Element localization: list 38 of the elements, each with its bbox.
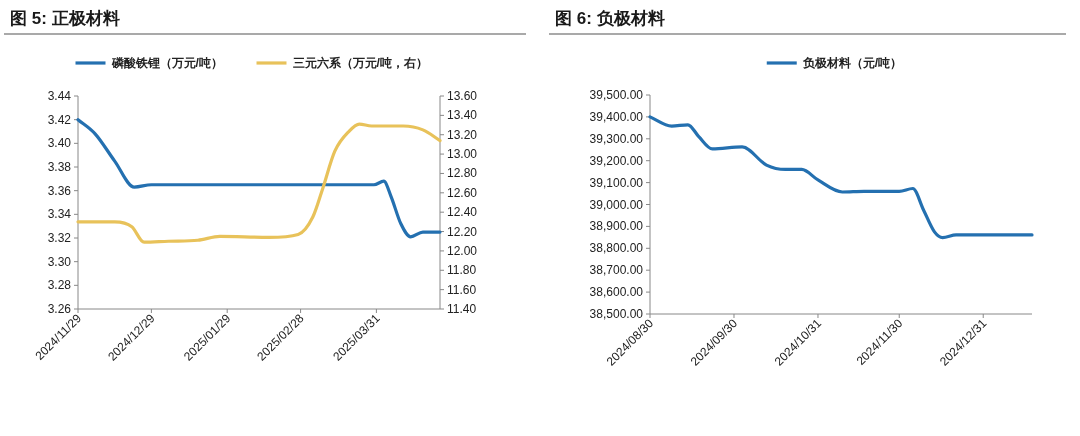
y-tick-label: 3.32 bbox=[47, 231, 72, 245]
y-tick-label: 38,900.00 bbox=[589, 219, 644, 234]
y2-tick-label: 13.00 bbox=[447, 147, 478, 162]
y-tick-label: 3.36 bbox=[47, 183, 72, 198]
y-tick-label: 3.28 bbox=[47, 278, 72, 293]
chart-title: 图 5: 正极材料 bbox=[10, 9, 120, 28]
y2-tick-label: 12.00 bbox=[447, 243, 478, 258]
y-tick-label: 3.40 bbox=[47, 136, 72, 151]
y-tick-label: 3.26 bbox=[47, 302, 72, 316]
chart-title: 图 6: 负极材料 bbox=[555, 9, 665, 28]
y-tick-label: 3.30 bbox=[47, 254, 72, 269]
y-tick-label: 39,000.00 bbox=[589, 197, 644, 212]
y2-tick-label: 12.20 bbox=[447, 224, 478, 239]
legend-label: 磷酸铁锂（万元/吨） bbox=[110, 56, 223, 70]
y-tick-label: 38,500.00 bbox=[589, 307, 644, 321]
y-tick-label: 39,400.00 bbox=[589, 109, 644, 124]
y-tick-label: 39,200.00 bbox=[589, 153, 644, 168]
y-tick-label: 38,600.00 bbox=[589, 285, 644, 300]
y-tick-label: 39,300.00 bbox=[589, 131, 644, 146]
legend-label: 三元六系（万元/吨，右） bbox=[292, 56, 428, 70]
y2-tick-label: 13.20 bbox=[447, 127, 478, 142]
y2-tick-label: 12.40 bbox=[447, 205, 478, 220]
y2-tick-label: 11.80 bbox=[447, 263, 477, 278]
y-tick-label: 3.42 bbox=[47, 112, 72, 127]
legend-label: 负极材料（元/吨） bbox=[801, 56, 903, 70]
y-tick-label: 38,800.00 bbox=[589, 241, 644, 256]
y-tick-label: 3.34 bbox=[47, 207, 72, 222]
y-tick-label: 3.38 bbox=[47, 160, 72, 174]
y2-tick-label: 12.80 bbox=[447, 166, 478, 181]
y2-tick-label: 13.60 bbox=[447, 89, 478, 103]
y-tick-label: 39,100.00 bbox=[589, 175, 644, 190]
y2-tick-label: 11.40 bbox=[447, 302, 477, 316]
y-tick-label: 38,700.00 bbox=[589, 263, 644, 278]
y2-tick-label: 11.60 bbox=[447, 282, 477, 297]
y2-tick-label: 12.60 bbox=[447, 185, 478, 200]
y2-tick-label: 13.40 bbox=[447, 108, 478, 123]
y-tick-label: 39,500.00 bbox=[589, 88, 644, 102]
y-tick-label: 3.44 bbox=[47, 89, 72, 103]
